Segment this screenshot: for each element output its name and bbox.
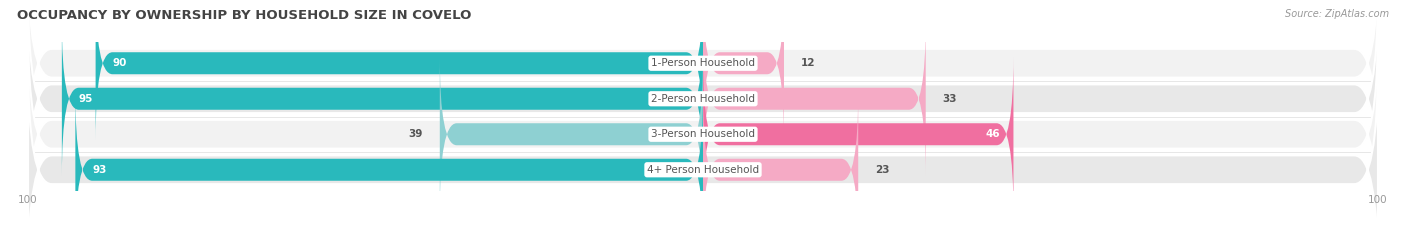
Text: 39: 39	[409, 129, 423, 139]
FancyBboxPatch shape	[28, 24, 1378, 233]
Text: 3-Person Household: 3-Person Household	[651, 129, 755, 139]
FancyBboxPatch shape	[28, 0, 1378, 209]
Text: 95: 95	[79, 94, 93, 104]
Text: 93: 93	[93, 165, 107, 175]
Text: 4+ Person Household: 4+ Person Household	[647, 165, 759, 175]
FancyBboxPatch shape	[703, 92, 858, 233]
FancyBboxPatch shape	[440, 56, 703, 212]
FancyBboxPatch shape	[703, 56, 1014, 212]
FancyBboxPatch shape	[28, 60, 1378, 233]
Text: 2-Person Household: 2-Person Household	[651, 94, 755, 104]
FancyBboxPatch shape	[76, 92, 703, 233]
Text: 1-Person Household: 1-Person Household	[651, 58, 755, 68]
Text: 33: 33	[942, 94, 957, 104]
Text: OCCUPANCY BY OWNERSHIP BY HOUSEHOLD SIZE IN COVELO: OCCUPANCY BY OWNERSHIP BY HOUSEHOLD SIZE…	[17, 9, 471, 22]
Text: 46: 46	[986, 129, 1000, 139]
FancyBboxPatch shape	[703, 21, 925, 177]
Text: Source: ZipAtlas.com: Source: ZipAtlas.com	[1285, 9, 1389, 19]
FancyBboxPatch shape	[703, 0, 785, 141]
FancyBboxPatch shape	[96, 0, 703, 141]
FancyBboxPatch shape	[28, 0, 1378, 173]
Text: 23: 23	[875, 165, 890, 175]
Text: 90: 90	[112, 58, 127, 68]
FancyBboxPatch shape	[62, 21, 703, 177]
Text: 12: 12	[801, 58, 815, 68]
